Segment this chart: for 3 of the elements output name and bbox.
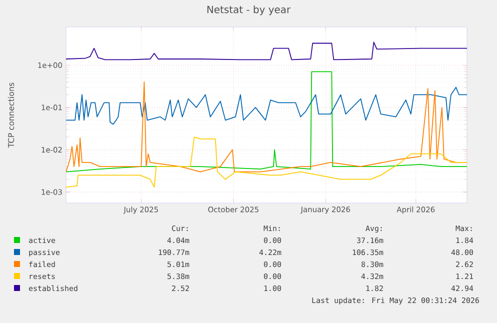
line-series bbox=[66, 42, 468, 60]
line-series bbox=[66, 86, 468, 125]
chart-title: Netstat - by year bbox=[207, 6, 291, 16]
